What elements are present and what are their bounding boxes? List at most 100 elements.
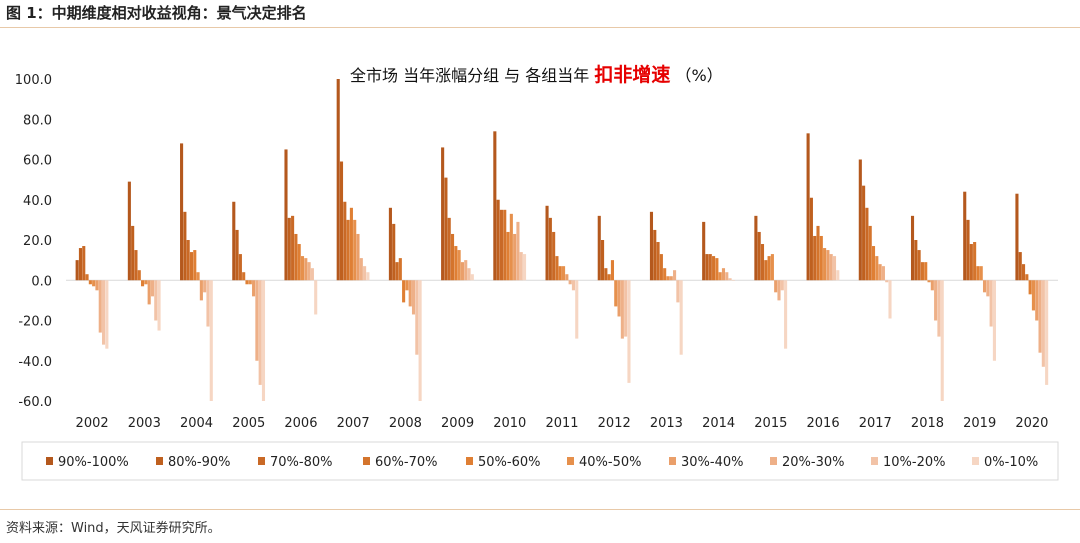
bar bbox=[154, 280, 158, 321]
bar bbox=[878, 264, 882, 281]
legend-label: 80%-90% bbox=[168, 455, 230, 470]
bar bbox=[767, 256, 771, 281]
x-tick-label: 2007 bbox=[337, 416, 370, 431]
bar bbox=[548, 217, 552, 281]
legend-swatch bbox=[363, 457, 370, 465]
bar bbox=[620, 280, 624, 339]
bar bbox=[405, 280, 409, 291]
bar bbox=[291, 215, 295, 281]
chart-subtitle: 全市场 当年涨幅分组 与 各组当年 扣非增速 （%） bbox=[350, 60, 723, 87]
subtitle-part2: （%） bbox=[675, 66, 723, 85]
bar bbox=[888, 280, 892, 319]
bar bbox=[963, 191, 967, 281]
bar bbox=[784, 280, 788, 349]
figure-title: 图 1：中期维度相对收益视角：景气决定排名 bbox=[6, 4, 307, 22]
bar bbox=[444, 177, 448, 281]
bar bbox=[235, 229, 239, 281]
legend-swatch bbox=[46, 457, 53, 465]
bar bbox=[597, 215, 601, 281]
bar bbox=[809, 197, 813, 281]
bar bbox=[180, 143, 184, 281]
legend-label: 60%-70% bbox=[375, 455, 437, 470]
bar bbox=[496, 199, 500, 281]
bar bbox=[552, 231, 556, 281]
bar bbox=[284, 149, 288, 281]
bar bbox=[1028, 280, 1032, 295]
x-tick-label: 2003 bbox=[128, 416, 161, 431]
bar bbox=[721, 268, 726, 281]
bar bbox=[989, 280, 993, 327]
bar bbox=[575, 280, 579, 339]
x-tick-label: 2020 bbox=[1015, 416, 1048, 431]
subtitle-part1: 全市场 当年涨幅分组 与 各组当年 bbox=[350, 66, 590, 85]
bar bbox=[304, 258, 308, 281]
legend-label: 70%-80% bbox=[270, 455, 332, 470]
bar bbox=[141, 280, 145, 287]
bar bbox=[398, 258, 402, 281]
legend-label: 90%-100% bbox=[58, 455, 129, 470]
bar bbox=[624, 280, 628, 337]
bar bbox=[764, 260, 768, 281]
legend-label: 10%-20% bbox=[883, 455, 945, 470]
bar bbox=[774, 280, 778, 293]
subtitle-highlight: 扣非增速 bbox=[594, 64, 671, 86]
bar bbox=[1031, 280, 1035, 311]
x-tick-label: 2010 bbox=[493, 416, 526, 431]
legend-swatch bbox=[669, 457, 676, 465]
bar bbox=[823, 248, 827, 281]
x-tick-label: 2002 bbox=[76, 416, 109, 431]
bar bbox=[973, 242, 977, 281]
bar bbox=[441, 147, 445, 281]
bar bbox=[157, 280, 161, 331]
bar bbox=[649, 211, 654, 281]
bar bbox=[976, 266, 980, 281]
bar bbox=[725, 272, 729, 281]
bar bbox=[300, 256, 305, 281]
bar bbox=[349, 207, 353, 281]
bar bbox=[610, 260, 615, 281]
bar bbox=[506, 231, 510, 281]
bar bbox=[780, 280, 784, 291]
bar bbox=[131, 225, 135, 281]
legend-swatch bbox=[156, 457, 163, 465]
bar bbox=[457, 250, 461, 281]
bottom-divider bbox=[0, 509, 1080, 510]
bar bbox=[418, 280, 422, 401]
bar bbox=[816, 225, 820, 281]
bar bbox=[757, 231, 761, 281]
y-axis-tick-labels: 100.0 80.0 60.0 40.0 20.0 0.0 -20.0 -40.0 -60.0 bbox=[15, 73, 52, 410]
bar bbox=[770, 254, 774, 281]
bar bbox=[934, 280, 938, 321]
bar bbox=[199, 280, 203, 301]
bar bbox=[555, 256, 559, 281]
bar bbox=[310, 268, 314, 281]
bar bbox=[673, 270, 677, 281]
bar bbox=[979, 266, 983, 281]
bar bbox=[150, 280, 155, 297]
bar bbox=[206, 280, 210, 327]
bar bbox=[85, 274, 89, 281]
bar bbox=[558, 266, 562, 281]
bar bbox=[98, 280, 102, 333]
bar bbox=[144, 280, 148, 285]
bar bbox=[868, 225, 872, 281]
bar bbox=[969, 244, 973, 281]
bar bbox=[937, 280, 941, 337]
bar bbox=[813, 235, 817, 281]
y-tick-label: 20.0 bbox=[23, 234, 52, 249]
legend-swatch bbox=[871, 457, 878, 465]
bar bbox=[395, 262, 399, 281]
bar-series-group bbox=[75, 79, 1049, 401]
bar bbox=[363, 266, 367, 281]
bar bbox=[470, 274, 474, 281]
bar bbox=[359, 258, 363, 281]
bar bbox=[92, 280, 96, 287]
x-tick-label: 2009 bbox=[441, 416, 474, 431]
legend: 90%-100% 80%-90% 70%-80% 60%-70% 50%-60% 40%-… bbox=[21, 441, 1059, 481]
bar bbox=[754, 215, 758, 281]
bar bbox=[356, 233, 360, 281]
x-tick-label: 2011 bbox=[545, 416, 578, 431]
bar bbox=[353, 219, 357, 281]
bar bbox=[568, 280, 572, 285]
bar bbox=[255, 280, 259, 361]
